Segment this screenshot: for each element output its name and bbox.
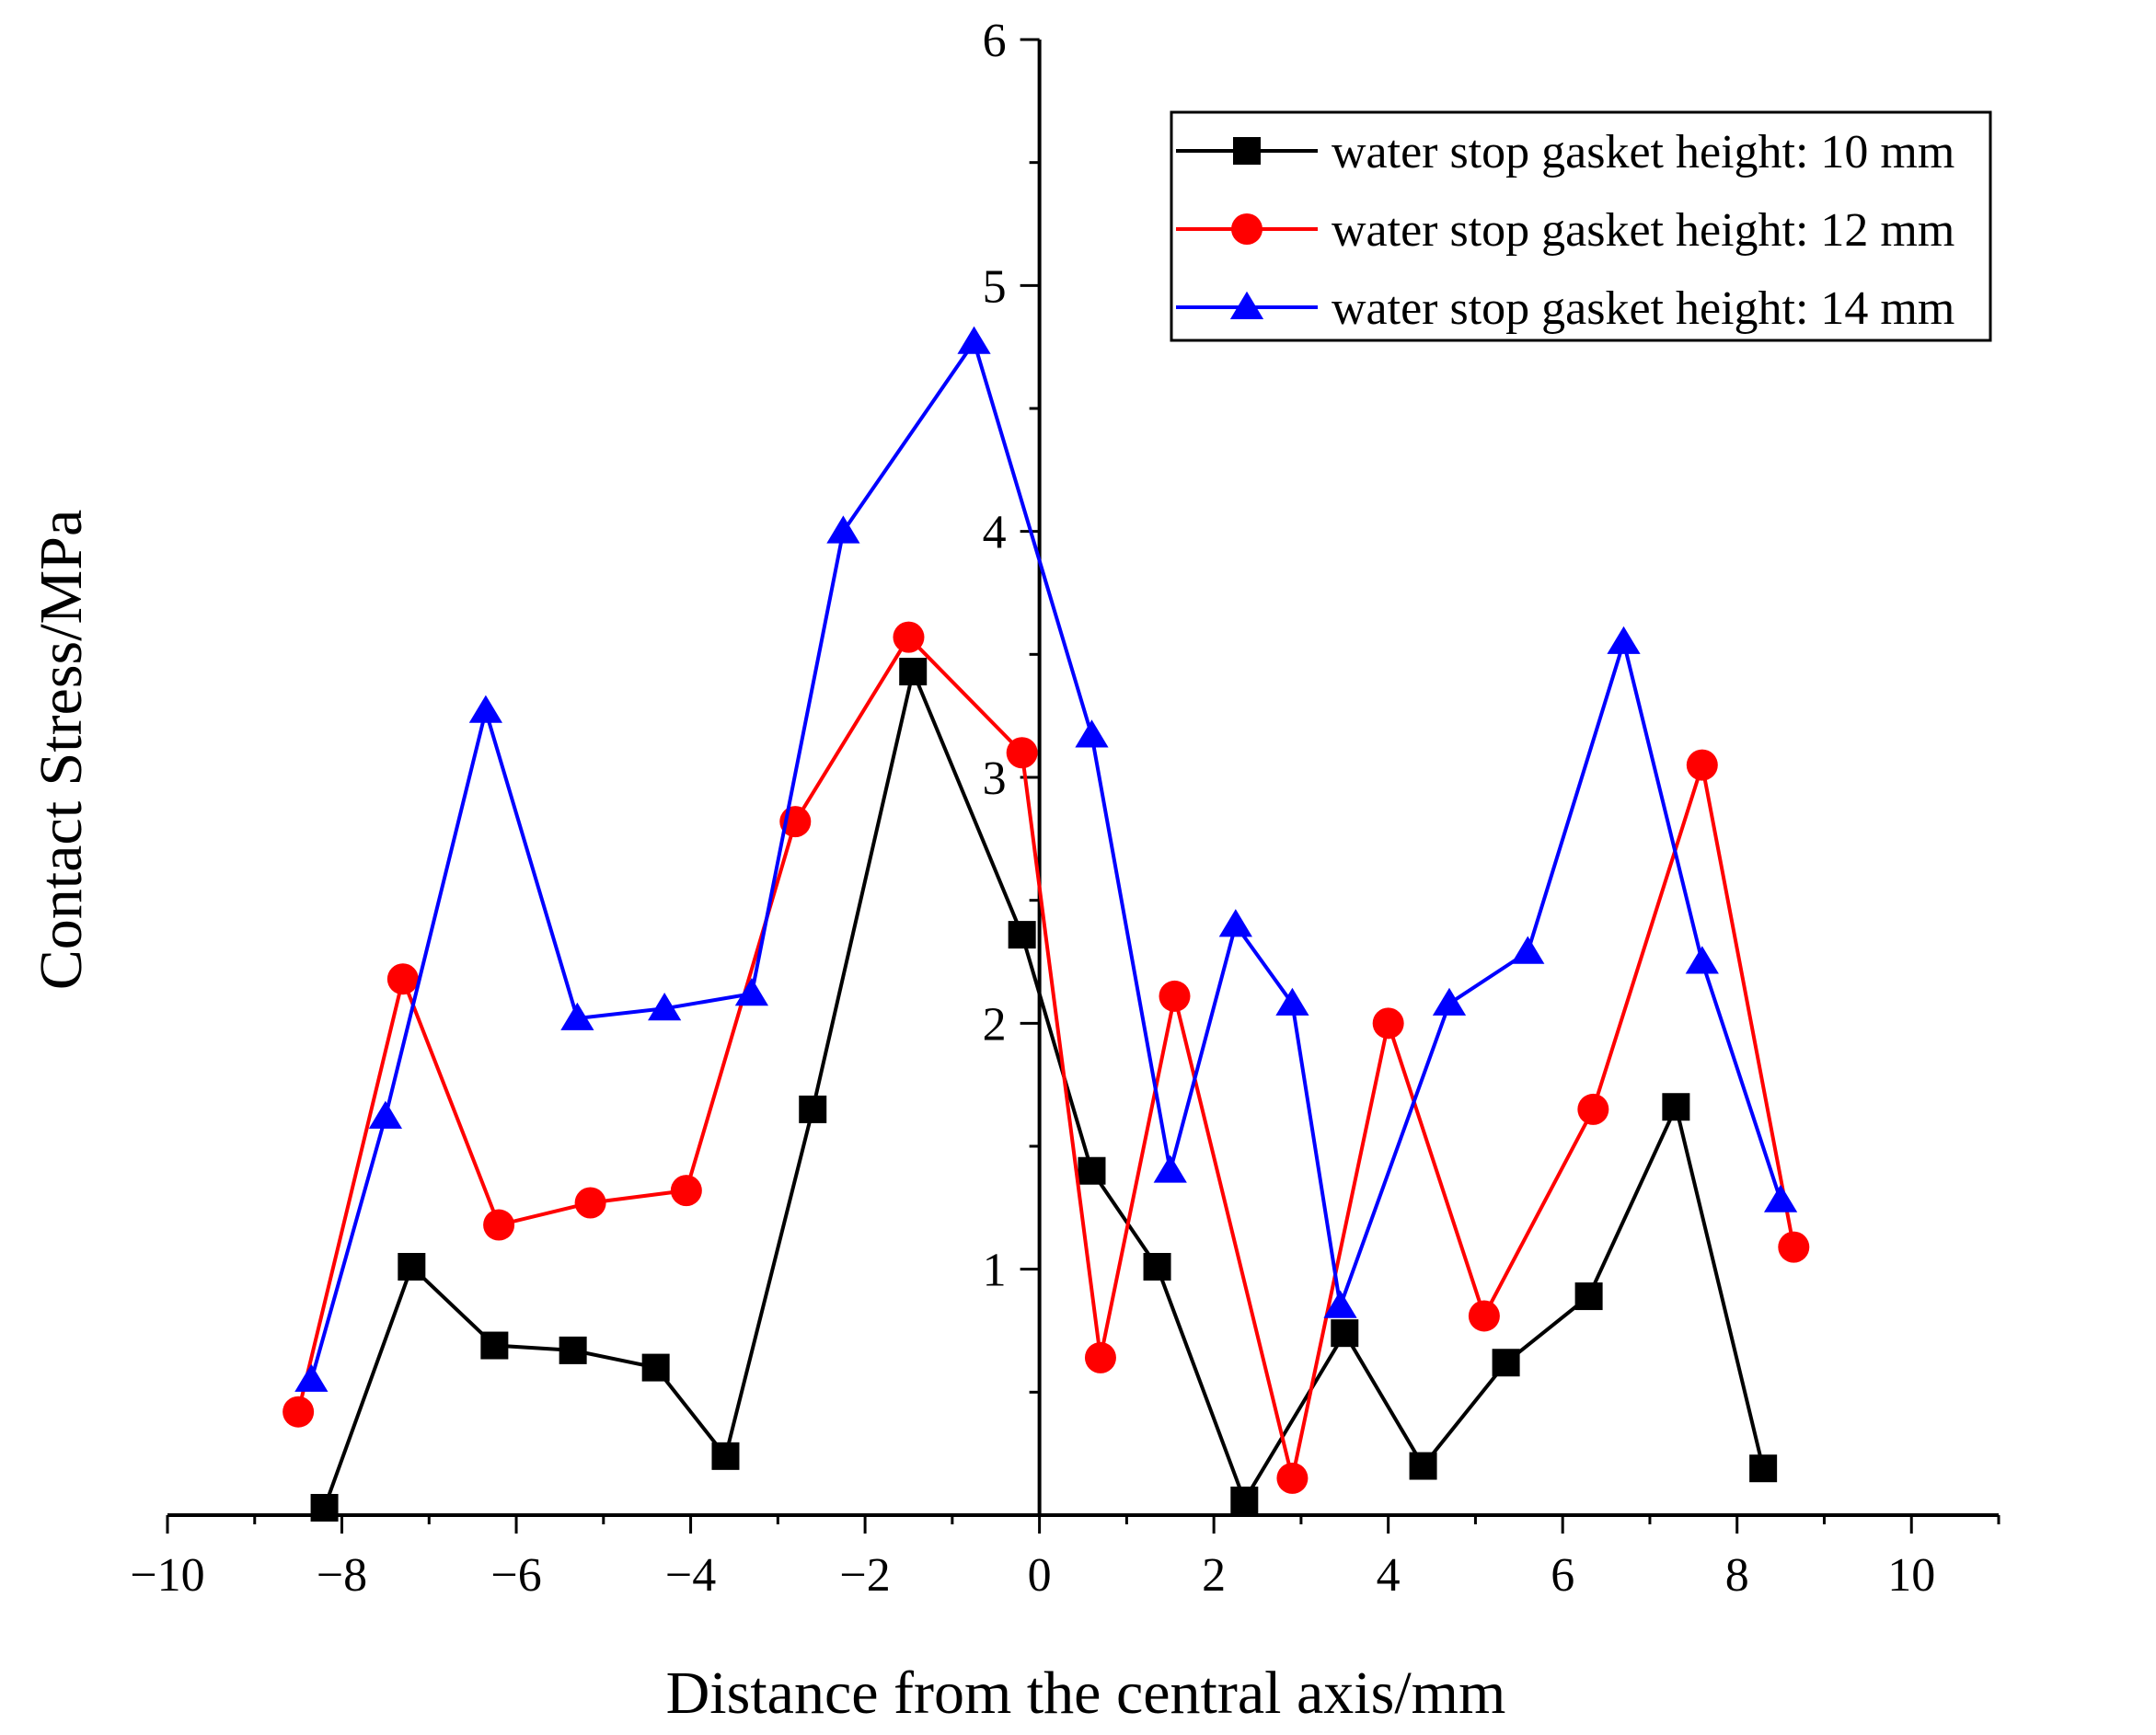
legend-label: water stop gasket height: 12 mm	[1332, 204, 1954, 257]
series-2	[282, 621, 1810, 1494]
series-group	[282, 326, 1810, 1522]
data-point	[893, 621, 925, 653]
data-point	[1218, 909, 1252, 937]
data-point	[1577, 1093, 1609, 1125]
data-point	[480, 1331, 509, 1360]
data-point	[294, 1363, 329, 1392]
series-3	[294, 326, 1798, 1392]
data-point	[957, 326, 991, 354]
data-point	[1662, 1093, 1690, 1121]
series-line	[296, 634, 1796, 1479]
legend-marker	[1229, 291, 1264, 319]
x-tick-label: 4	[1377, 1549, 1401, 1602]
data-point	[1323, 1290, 1357, 1318]
y-axis-title: Contact Stress/MPa	[28, 510, 95, 991]
x-tick-label: −8	[317, 1549, 367, 1602]
data-point	[1275, 987, 1309, 1016]
x-tick-label: 8	[1725, 1549, 1749, 1602]
x-tick-label: −10	[130, 1549, 204, 1602]
x-tick-label: −4	[665, 1549, 716, 1602]
data-point	[1230, 1486, 1259, 1514]
data-point	[1075, 719, 1109, 748]
legend-marker	[1233, 137, 1261, 165]
data-point	[1409, 1452, 1437, 1480]
data-point	[1084, 1341, 1116, 1373]
data-point	[648, 993, 682, 1021]
y-tick-label: 6	[983, 15, 1007, 67]
series-line	[322, 665, 1766, 1509]
data-point	[368, 1100, 403, 1129]
legend-marker	[1231, 213, 1262, 245]
y-tick-label: 5	[983, 260, 1007, 313]
data-point	[1276, 1462, 1309, 1494]
y-tick-label: 3	[983, 753, 1007, 805]
data-point	[641, 1353, 670, 1382]
data-point	[468, 695, 502, 723]
y-tick-label: 2	[983, 998, 1007, 1051]
x-tick-label: −2	[839, 1549, 890, 1602]
data-point	[1331, 1319, 1359, 1348]
data-point	[1492, 1349, 1520, 1377]
data-point	[1607, 626, 1641, 654]
y-tick-label: 1	[983, 1245, 1007, 1297]
data-point	[1574, 1282, 1603, 1311]
data-point	[670, 1175, 702, 1207]
data-point	[1372, 1007, 1404, 1040]
x-tick-label: 10	[1887, 1549, 1935, 1602]
data-point	[398, 1252, 426, 1281]
data-point	[1749, 1454, 1778, 1483]
data-point	[560, 1002, 594, 1030]
data-point	[574, 1187, 606, 1219]
data-point	[1159, 980, 1191, 1012]
data-point	[282, 1396, 315, 1428]
y-tick-label: 4	[983, 507, 1007, 559]
data-point	[799, 1095, 827, 1123]
legend-label: water stop gasket height: 10 mm	[1332, 126, 1954, 178]
data-point	[734, 978, 769, 1006]
data-point	[559, 1336, 587, 1364]
data-point	[310, 1493, 339, 1522]
data-point	[1685, 946, 1719, 974]
data-point	[1468, 1300, 1500, 1332]
data-point	[1763, 1184, 1798, 1212]
series-1	[310, 658, 1778, 1522]
x-tick-label: −6	[490, 1549, 541, 1602]
x-tick-label: 2	[1202, 1549, 1226, 1602]
legend: water stop gasket height: 10 mm water sto…	[1170, 110, 1992, 342]
data-point	[483, 1209, 515, 1241]
series-line	[309, 338, 1782, 1381]
x-tick-label: 6	[1551, 1549, 1574, 1602]
x-axis-title: Distance from the central axis/mm	[666, 1660, 1506, 1727]
data-point	[1143, 1252, 1171, 1281]
data-point	[711, 1442, 740, 1470]
data-point	[386, 963, 419, 995]
data-point	[1006, 737, 1038, 769]
data-point	[1008, 921, 1036, 949]
data-point	[1686, 749, 1718, 781]
data-point	[1432, 987, 1467, 1016]
data-point	[1778, 1231, 1810, 1263]
data-point	[1078, 1156, 1106, 1185]
data-point	[1153, 1155, 1187, 1183]
data-point	[1511, 936, 1545, 964]
legend-label: water stop gasket height: 14 mm	[1332, 282, 1954, 335]
data-point	[826, 515, 860, 544]
data-point	[899, 658, 928, 686]
x-tick-label: 0	[1028, 1549, 1052, 1602]
